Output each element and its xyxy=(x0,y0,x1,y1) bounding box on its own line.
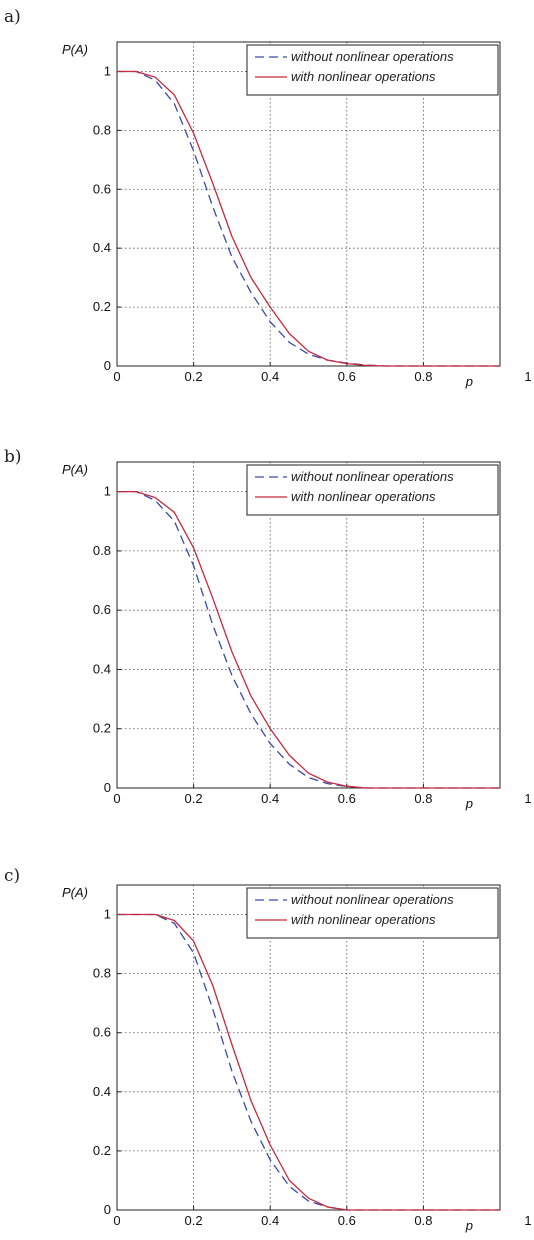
chart-panel-1: b) 0 0.2 0.4 0.6 0.8 1 0 0.2 0.4 0.6 0.8 1 P(A) p witho… xyxy=(4,447,532,811)
series-line-0 xyxy=(117,490,500,789)
legend-box xyxy=(246,464,499,516)
x-axis-label: p xyxy=(465,374,473,389)
y-axis-label: P(A) xyxy=(62,42,88,57)
legend-box xyxy=(246,887,499,939)
x-tick-label: 0 xyxy=(113,1213,120,1228)
panel-label: c) xyxy=(4,866,20,886)
chart-panel-0: a) 0 0.2 0.4 0.6 0.8 1 0 0.2 0.4 0.6 0.8 1 P(A) p witho… xyxy=(4,7,532,389)
series-line-0 xyxy=(117,70,500,367)
x-tick-label: 0 xyxy=(113,369,120,384)
y-tick-label: 0.2 xyxy=(93,1143,111,1158)
x-tick-label: 0.4 xyxy=(261,1213,279,1228)
x-tick-label: 1 xyxy=(524,369,531,384)
y-tick-label: 0.2 xyxy=(93,721,111,736)
x-tick-label: 0.8 xyxy=(414,369,432,384)
x-tick-label: 0.2 xyxy=(185,1213,203,1228)
y-tick-label: 0 xyxy=(104,780,111,795)
y-tick-label: 0.6 xyxy=(93,1025,111,1040)
legend-label: without nonlinear operations xyxy=(291,892,454,907)
series-line-1 xyxy=(117,490,500,789)
y-tick-label: 0.8 xyxy=(93,122,111,137)
y-tick-label: 0.4 xyxy=(93,240,111,255)
series-line-1 xyxy=(117,913,500,1211)
legend-label: with nonlinear operations xyxy=(291,489,436,504)
plot-area xyxy=(116,41,501,367)
x-tick-label: 0 xyxy=(113,791,120,806)
chart-panel-2: c) 0 0.2 0.4 0.6 0.8 1 0 0.2 0.4 0.6 0.8 1 P(A) p witho… xyxy=(4,866,532,1233)
legend-label: with nonlinear operations xyxy=(291,69,436,84)
x-tick-label: 1 xyxy=(524,791,531,806)
y-tick-label: 0.8 xyxy=(93,543,111,558)
x-tick-label: 0.2 xyxy=(185,791,203,806)
y-tick-label: 0 xyxy=(104,358,111,373)
plot-area xyxy=(116,461,501,789)
y-tick-label: 1 xyxy=(104,63,111,78)
y-tick-label: 0.6 xyxy=(93,602,111,617)
panel-label: b) xyxy=(4,447,22,467)
y-tick-label: 0.6 xyxy=(93,181,111,196)
x-tick-label: 0.8 xyxy=(414,1213,432,1228)
x-tick-label: 0.4 xyxy=(261,369,279,384)
plot-area xyxy=(116,884,501,1211)
y-axis-label: P(A) xyxy=(62,885,88,900)
y-tick-label: 0.4 xyxy=(93,661,111,676)
y-tick-label: 0.8 xyxy=(93,966,111,981)
x-tick-label: 0.4 xyxy=(261,791,279,806)
y-tick-label: 0.2 xyxy=(93,299,111,314)
x-tick-label: 0.6 xyxy=(338,1213,356,1228)
series-line-1 xyxy=(117,70,500,367)
x-axis-label: p xyxy=(465,796,473,811)
x-axis-label: p xyxy=(465,1218,473,1233)
x-tick-label: 0.6 xyxy=(338,369,356,384)
x-tick-label: 0.2 xyxy=(185,369,203,384)
panel-label: a) xyxy=(4,7,21,27)
y-tick-label: 1 xyxy=(104,907,111,922)
y-tick-label: 0.4 xyxy=(93,1084,111,1099)
legend-label: without nonlinear operations xyxy=(291,469,454,484)
legend-box xyxy=(246,44,499,96)
legend-label: with nonlinear operations xyxy=(291,912,436,927)
legend-label: without nonlinear operations xyxy=(291,49,454,64)
x-tick-label: 0.8 xyxy=(414,791,432,806)
x-tick-label: 1 xyxy=(524,1213,531,1228)
x-tick-label: 0.6 xyxy=(338,791,356,806)
y-tick-label: 0 xyxy=(104,1202,111,1217)
y-tick-label: 1 xyxy=(104,484,111,499)
y-axis-label: P(A) xyxy=(62,462,88,477)
